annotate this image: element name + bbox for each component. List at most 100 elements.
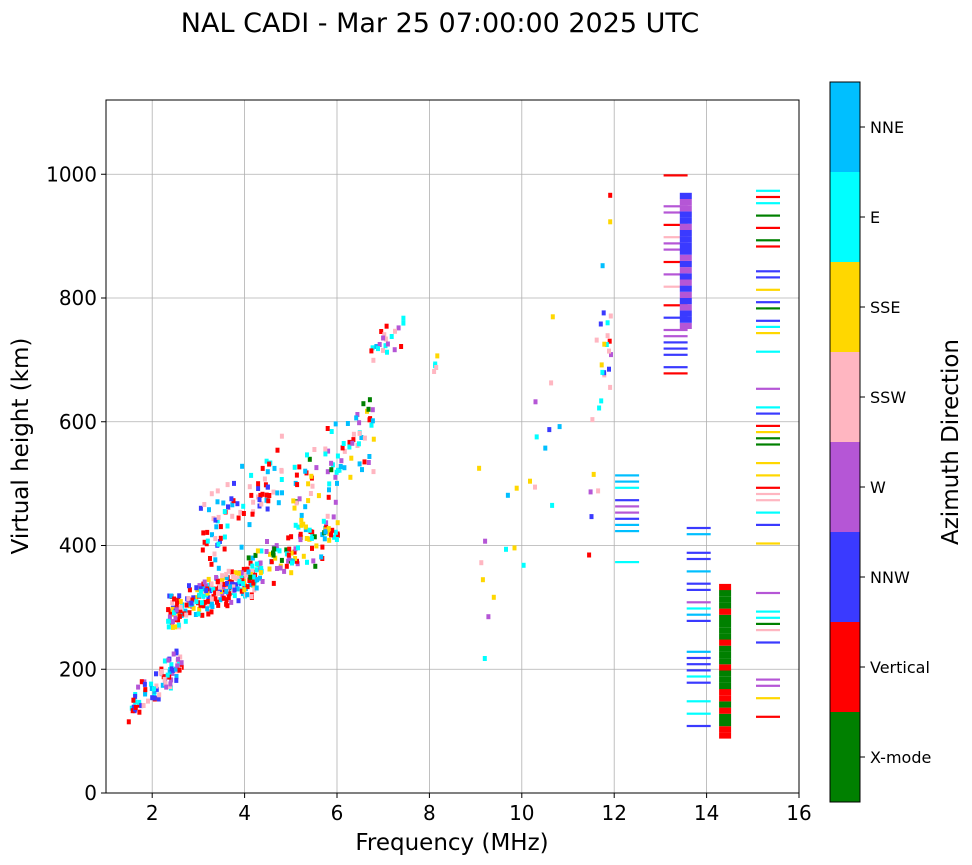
column-echo-x-mode-mark (719, 658, 732, 665)
echo-e-mark (335, 453, 340, 459)
echo-sse-mark (197, 606, 202, 612)
echo-vertical-mark (206, 598, 211, 604)
column-echo-nnw-mark (679, 192, 692, 199)
echo-sse-mark (304, 536, 309, 541)
echo-w-mark (324, 520, 329, 526)
echo-vertical-mark (131, 697, 136, 703)
echo-nne-mark (230, 502, 235, 508)
y-axis: 0 200 400 600 800 1000 (46, 162, 106, 805)
echo-e-mark (166, 618, 171, 624)
echo-x-mode-mark (246, 555, 251, 561)
column-echo-nne-mark (686, 650, 711, 653)
echo-e-mark (332, 534, 337, 540)
echo-sse-mark (316, 493, 321, 499)
column-echo-nnw-mark (679, 211, 692, 218)
echo-nne-mark (354, 415, 359, 421)
echo-e-mark (401, 320, 406, 326)
echo-nnw-mark (156, 696, 161, 702)
echo-ssw-mark (231, 574, 236, 580)
echo-sse-mark (289, 550, 294, 556)
echo-vertical-mark (240, 576, 245, 582)
colorbar-segment-e (830, 172, 860, 262)
echo-vertical-mark (137, 709, 142, 715)
echo-vertical-mark (201, 603, 206, 609)
echo-vertical-mark (251, 580, 256, 586)
echo-vertical-mark (206, 611, 211, 617)
column-echo-nnw-mark (756, 270, 780, 273)
echo-nnw-mark (236, 598, 241, 604)
echo-ssw-mark (162, 676, 167, 682)
column-echo-x-mode-mark (719, 614, 732, 621)
echo-w-mark (333, 474, 338, 480)
echo-w-mark (350, 440, 355, 446)
echo-ssw-mark (371, 357, 376, 363)
echo-ssw-mark (238, 509, 243, 515)
echo-e-mark (279, 477, 284, 482)
column-echo-x-mode-mark (719, 676, 732, 683)
echo-ssw-mark (226, 568, 231, 574)
echo-sse-mark (480, 577, 485, 583)
echo-sse-mark (349, 455, 354, 461)
y-tick-label: 400 (59, 534, 97, 558)
echo-ssw-mark (252, 587, 257, 593)
echo-nne-mark (174, 666, 179, 672)
echo-nne-mark (255, 577, 260, 583)
echo-nne-mark (272, 465, 277, 471)
echo-w-mark (366, 460, 371, 465)
echo-ssw-mark (432, 369, 437, 374)
column-echo-nnw-mark (679, 285, 692, 292)
echo-nne-mark (323, 529, 328, 535)
column-echo-x-mode-mark (756, 307, 780, 310)
echo-vertical-mark (139, 679, 144, 685)
echo-sse-mark (327, 537, 332, 543)
echo-e-mark (356, 441, 361, 447)
column-echo-nne-mark (686, 533, 711, 536)
echo-sse-mark (173, 624, 178, 630)
column-echo-nnw-mark (615, 499, 640, 502)
echo-e-mark (183, 618, 188, 624)
echo-nne-mark (209, 601, 214, 607)
echo-nne-mark (245, 592, 250, 598)
echo-sse-mark (371, 436, 376, 442)
column-echo-x-mode-mark (719, 645, 732, 652)
echo-e-mark (222, 509, 227, 514)
echo-e-mark (334, 469, 339, 475)
column-echo-nnw-mark (679, 298, 692, 305)
echo-e-mark (137, 699, 142, 705)
echo-sse-mark (602, 341, 607, 347)
echo-e-mark (296, 524, 301, 530)
echo-sse-mark (291, 498, 296, 504)
echo-nnw-mark (217, 539, 222, 544)
echo-vertical-mark (133, 704, 138, 710)
column-echo-nne-mark (615, 530, 640, 533)
echo-ssw-mark (218, 584, 222, 590)
column-echo-e-mark (686, 675, 711, 678)
echo-sse-mark (292, 505, 297, 511)
colorbar-label: Azimuth Direction (938, 339, 964, 545)
echo-nne-mark (247, 522, 252, 528)
echo-nne-mark (280, 490, 284, 496)
column-echo-nne-mark (686, 613, 711, 616)
echo-nne-mark (213, 557, 218, 563)
x-tick-label: 14 (694, 801, 719, 825)
echo-e-mark (323, 451, 328, 457)
echo-e-mark (241, 503, 246, 509)
echo-nne-mark (322, 536, 327, 542)
column-echo-e-mark (756, 616, 780, 619)
echo-ssw-mark (184, 612, 189, 618)
echo-sse-mark (170, 606, 175, 612)
echo-w-mark (239, 570, 244, 576)
colorbar-tick-label: SSE (870, 298, 900, 317)
echo-sse-mark (528, 478, 532, 484)
echo-nne-mark (345, 421, 350, 426)
echo-nnw-mark (213, 517, 218, 523)
echo-ssw-mark (381, 347, 385, 353)
echo-nnw-mark (232, 587, 237, 593)
echo-ssw-mark (351, 431, 356, 437)
echo-ssw-mark (178, 654, 183, 660)
echo-e-mark (401, 315, 406, 321)
column-echo-ssw-mark (663, 285, 688, 288)
column-echo-vertical-mark (719, 608, 732, 615)
echo-w-mark (533, 399, 538, 405)
column-echo-vertical-mark (663, 174, 688, 177)
